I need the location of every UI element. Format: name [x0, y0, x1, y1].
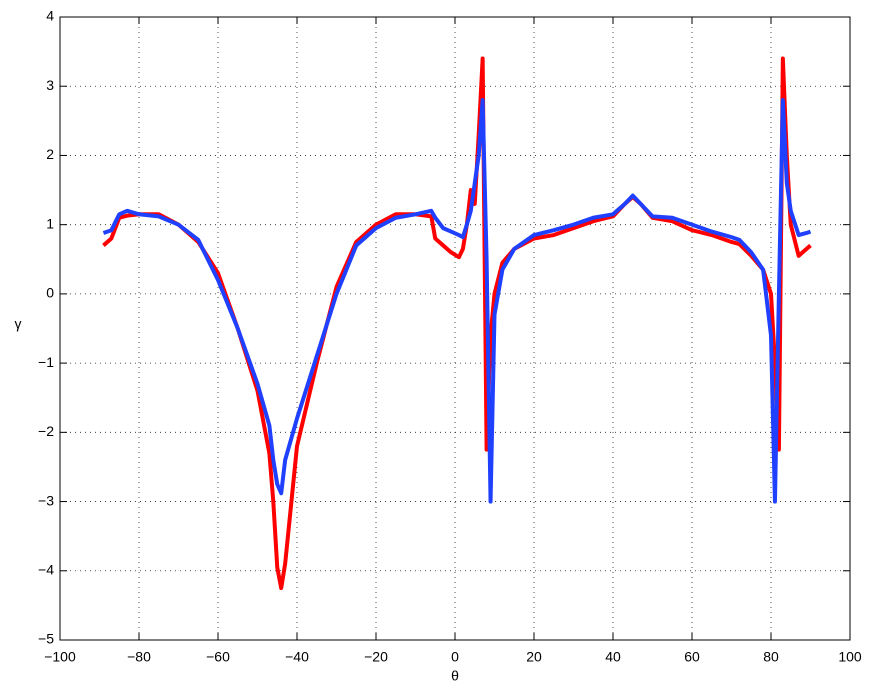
x-tick-label: −80	[127, 649, 151, 665]
y-tick-label: 4	[46, 8, 54, 24]
x-tick-label: −20	[364, 649, 388, 665]
y-tick-label: −4	[38, 561, 54, 577]
y-tick-label: −5	[38, 631, 54, 647]
x-tick-label: 80	[763, 649, 779, 665]
x-tick-label: 40	[605, 649, 621, 665]
data-line	[102, 98, 812, 504]
x-tick-label: −100	[44, 649, 76, 665]
y-tick-label: −3	[38, 492, 54, 508]
x-axis-label: θ	[451, 668, 459, 684]
x-tick-label: −40	[285, 649, 309, 665]
x-tick-label: 60	[684, 649, 700, 665]
x-tick-label: 0	[451, 649, 459, 665]
data-line	[102, 56, 812, 591]
plot-frame	[59, 16, 851, 641]
x-tick-label: −60	[206, 649, 230, 665]
y-tick-label: 1	[46, 215, 54, 231]
y-tick-label: −1	[38, 354, 54, 370]
x-tick-label: 20	[526, 649, 542, 665]
y-tick-label: 2	[46, 146, 54, 162]
x-tick-label: 100	[838, 649, 862, 665]
y-tick-label: −2	[38, 423, 54, 439]
y-tick-label: 3	[46, 77, 54, 93]
y-axis-label: γ	[15, 316, 22, 332]
y-tick-label: 0	[46, 285, 54, 301]
